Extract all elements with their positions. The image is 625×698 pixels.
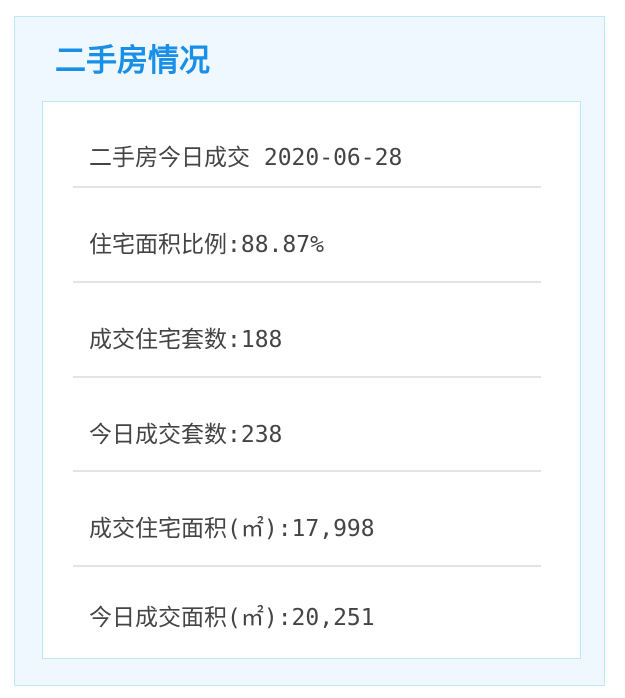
- list-item: 成交住宅面积(㎡):17,998: [73, 472, 541, 567]
- list-item: 成交住宅套数:188: [73, 283, 541, 378]
- stat-total-area: 今日成交面积(㎡):20,251: [89, 605, 375, 631]
- stats-list: 二手房今日成交 2020-06-28 住宅面积比例:88.87% 成交住宅套数:…: [42, 101, 581, 659]
- panel-title: 二手房情况: [55, 43, 210, 79]
- stat-residential-area: 成交住宅面积(㎡):17,998: [89, 516, 375, 542]
- stat-residential-ratio: 住宅面积比例:88.87%: [89, 232, 324, 258]
- stat-total-units: 今日成交套数:238: [89, 422, 283, 448]
- list-item: 今日成交套数:238: [73, 378, 541, 472]
- secondhand-housing-panel: 二手房情况 二手房今日成交 2020-06-28 住宅面积比例:88.87% 成…: [14, 16, 605, 686]
- list-item: 住宅面积比例:88.87%: [73, 188, 541, 283]
- list-header: 二手房今日成交 2020-06-28: [73, 102, 541, 188]
- stat-residential-units: 成交住宅套数:188: [89, 327, 283, 353]
- header-text: 二手房今日成交 2020-06-28: [89, 145, 403, 171]
- list-item: 今日成交面积(㎡):20,251: [73, 567, 541, 657]
